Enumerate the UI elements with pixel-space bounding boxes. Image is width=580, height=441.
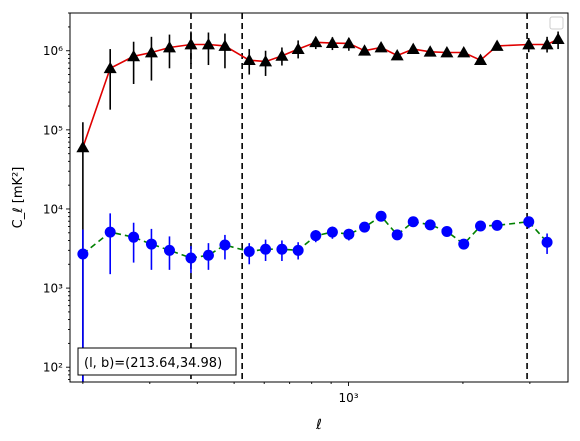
- series-0-point-6: [201, 37, 215, 50]
- series-0-point-19: [423, 45, 437, 57]
- series-0-point-14: [342, 36, 356, 49]
- series-0-point-24: [522, 37, 536, 50]
- plot-background: [70, 13, 568, 382]
- series-0-point-16: [374, 40, 388, 53]
- series-0-point-22: [474, 53, 488, 66]
- series-1-point-15: [359, 221, 371, 233]
- series-0-point-5: [184, 37, 198, 50]
- series-1-point-11: [292, 244, 304, 256]
- legend-box: [549, 16, 564, 30]
- series-0-point-26: [551, 32, 565, 45]
- chart-marks: [76, 13, 565, 382]
- series-0-point-8: [242, 53, 256, 66]
- series-1-point-8: [243, 246, 255, 258]
- series-1-point-9: [260, 243, 272, 255]
- series-1-point-3: [145, 238, 157, 250]
- series-1-point-20: [441, 225, 453, 237]
- series-0-point-1: [103, 61, 117, 74]
- x-axis-label: ℓ: [315, 417, 322, 433]
- series-1-point-2: [128, 231, 140, 243]
- series-0-point-10: [275, 49, 289, 61]
- series-1-point-16: [375, 210, 387, 222]
- series-1-point-14: [343, 228, 355, 240]
- series-1-point-13: [326, 226, 338, 238]
- series-0-point-0: [76, 140, 90, 153]
- series-1-point-5: [185, 252, 197, 264]
- series-1-point-22: [475, 220, 487, 232]
- axis-ticks: 10² 10³ 10⁴ 10⁵ 10⁶ 10³: [43, 12, 531, 405]
- series-0-point-20: [440, 46, 454, 58]
- series-1-point-18: [407, 216, 419, 228]
- y-tick-label-2: 10⁴: [43, 202, 63, 216]
- y-tick-label-0: 10²: [43, 361, 63, 375]
- series-0-point-25: [540, 37, 554, 50]
- series-0-point-13: [325, 36, 339, 48]
- series-0-point-23: [490, 39, 504, 51]
- series-0: [76, 31, 565, 382]
- y-axis-label: C_ℓ [mK²]: [11, 167, 26, 229]
- series-1-point-17: [391, 229, 403, 241]
- series-0-point-4: [162, 40, 176, 53]
- series-1-point-19: [424, 219, 436, 231]
- series-0-point-7: [218, 39, 232, 51]
- series-1-point-10: [276, 243, 288, 255]
- series-1-point-6: [202, 249, 214, 261]
- series-1-point-24: [523, 216, 535, 228]
- legend-frame: [549, 16, 564, 30]
- annotation-box: (l, b)=(213.64,34.98): [77, 347, 237, 376]
- series-1-point-7: [219, 239, 231, 251]
- series-0-point-15: [358, 44, 372, 56]
- series-0-point-12: [309, 35, 323, 48]
- series-1-point-25: [541, 236, 553, 248]
- plot-area: [70, 13, 568, 382]
- annotation-text: (l, b)=(213.64,34.98): [84, 356, 222, 371]
- series-1: [77, 210, 553, 382]
- series-1-point-12: [310, 230, 322, 242]
- y-tick-label-1: 10³: [43, 282, 63, 296]
- series-1-point-4: [163, 244, 175, 256]
- series-1-point-1: [104, 226, 116, 238]
- axes-frame: [69, 12, 569, 383]
- series-1-point-21: [458, 238, 470, 250]
- series-0-point-2: [127, 49, 141, 62]
- series-1-point-0: [77, 248, 89, 260]
- y-tick-label-3: 10⁵: [43, 123, 63, 137]
- series-0-point-11: [291, 42, 305, 54]
- series-0-point-9: [259, 55, 273, 67]
- series-0-point-17: [390, 49, 404, 61]
- axes-border: [69, 12, 569, 383]
- x-tick-label-0: 10³: [338, 391, 358, 405]
- series-0-point-21: [457, 46, 471, 58]
- series-1-point-23: [491, 219, 503, 231]
- series-0-point-3: [144, 46, 158, 58]
- y-tick-label-4: 10⁶: [43, 44, 63, 58]
- annotation-frame: [77, 347, 237, 376]
- series-0-point-18: [406, 42, 420, 54]
